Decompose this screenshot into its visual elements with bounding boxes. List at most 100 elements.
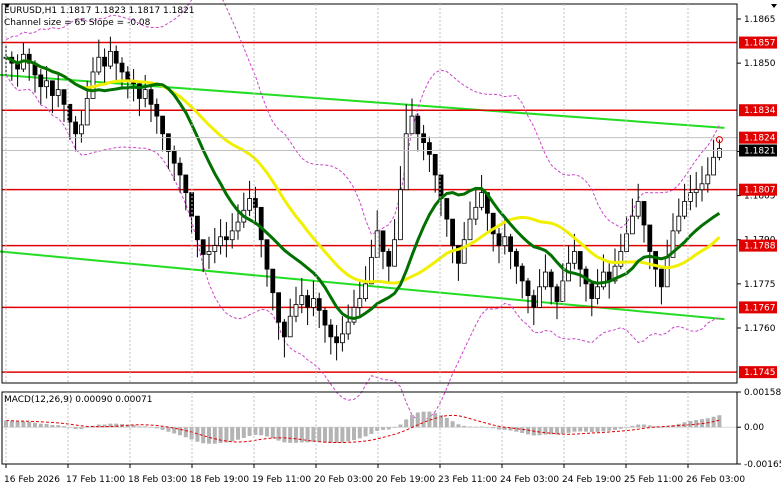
candle-body bbox=[403, 133, 409, 191]
macd-bar bbox=[462, 425, 467, 428]
candle-body bbox=[630, 215, 635, 235]
level-tag-label: 1.1807 bbox=[744, 186, 776, 196]
macd-bar bbox=[33, 422, 37, 428]
macd-bar bbox=[352, 427, 356, 441]
candle-body bbox=[218, 236, 224, 246]
x-tick-label: 18 Feb 03:00 bbox=[128, 475, 187, 485]
candle-body bbox=[96, 56, 102, 73]
macd-label: MACD(12,26,9) 0.00090 0.00071 bbox=[4, 395, 153, 405]
candle-body bbox=[461, 239, 467, 264]
candle-body bbox=[473, 206, 479, 220]
level-tag bbox=[739, 366, 777, 379]
macd-bar bbox=[444, 417, 449, 428]
candle-body bbox=[223, 236, 229, 241]
macd-bar bbox=[137, 426, 142, 428]
candle-body bbox=[61, 89, 67, 105]
candle-body bbox=[426, 142, 432, 155]
candle-body bbox=[664, 256, 670, 288]
candle-body bbox=[653, 251, 658, 270]
macd-bar bbox=[433, 412, 438, 428]
macd-bar bbox=[427, 411, 432, 428]
candle-body bbox=[194, 215, 200, 241]
macd-bar bbox=[265, 427, 269, 437]
candle-body bbox=[380, 230, 386, 252]
macd-bar bbox=[392, 427, 397, 428]
macd-bar bbox=[154, 427, 159, 429]
macd-bar bbox=[375, 427, 380, 432]
macd-bar bbox=[56, 425, 61, 428]
macd-bar bbox=[473, 426, 478, 428]
axes: 16 Feb 2026 17 Feb 11:00 18 Feb 03:00 18 Fe… bbox=[1, 3, 781, 485]
candle-body bbox=[119, 62, 125, 73]
macd-bar bbox=[282, 427, 287, 443]
candle-body bbox=[276, 292, 282, 323]
macd-bar bbox=[688, 420, 693, 428]
level-tag bbox=[739, 104, 777, 117]
macd-bar bbox=[497, 427, 501, 430]
macd-bar bbox=[160, 427, 165, 430]
level-tag bbox=[739, 239, 777, 252]
candle-body bbox=[386, 251, 392, 267]
macd-bar bbox=[311, 427, 316, 442]
macd-bar bbox=[212, 427, 217, 444]
price-tag bbox=[739, 131, 777, 144]
macd-bar bbox=[299, 427, 304, 443]
candle-body bbox=[618, 251, 624, 267]
candle-body bbox=[310, 298, 316, 308]
level-tag bbox=[739, 36, 777, 49]
candle-body bbox=[705, 174, 711, 185]
macd-bar bbox=[450, 421, 455, 428]
candle-body bbox=[635, 201, 641, 217]
macd-bar bbox=[647, 425, 652, 428]
candle-body bbox=[363, 283, 369, 299]
macd-bar bbox=[143, 426, 148, 428]
macd-bar bbox=[502, 427, 507, 430]
macd-bar bbox=[253, 427, 258, 435]
candle-body bbox=[305, 295, 311, 308]
main-panel bbox=[0, 0, 737, 421]
candle-body bbox=[444, 198, 450, 220]
x-tick-label: 17 Feb 11:00 bbox=[66, 475, 125, 485]
main-frame bbox=[1, 3, 738, 384]
level-tag-label: 1.1857 bbox=[744, 39, 776, 49]
macd-bar bbox=[613, 427, 617, 430]
candle-body bbox=[554, 286, 560, 302]
candle-body bbox=[519, 265, 525, 282]
candle-body bbox=[79, 124, 84, 135]
candle-body bbox=[136, 83, 142, 99]
y-tick-label: 1.1775 bbox=[744, 280, 776, 290]
macd-bar bbox=[305, 427, 310, 443]
candle-body bbox=[322, 309, 328, 326]
macd-bar bbox=[439, 415, 443, 428]
macd-bar bbox=[247, 427, 252, 436]
macd-y-tick-label: 0.00158 bbox=[744, 388, 781, 398]
macd-bar bbox=[270, 427, 275, 439]
macd-bar bbox=[421, 411, 426, 428]
macd-bar bbox=[369, 427, 374, 434]
channel-info-label: Channel size = 65 Slope = -0.08 bbox=[4, 18, 151, 28]
macd-bar bbox=[653, 426, 658, 428]
macd-y-tick-label: 0.00 bbox=[744, 423, 764, 433]
macd-bar bbox=[578, 427, 583, 432]
macd-bar bbox=[340, 427, 345, 443]
x-tick-label: 16 Feb 2026 bbox=[4, 475, 60, 485]
macd-bar bbox=[659, 427, 664, 428]
macd-bar bbox=[386, 427, 391, 430]
macd-bar bbox=[21, 421, 26, 428]
candle-body bbox=[73, 121, 78, 135]
macd-bar bbox=[398, 424, 403, 428]
x-tick-label: 20 Feb 03:00 bbox=[314, 475, 373, 485]
macd-bar bbox=[665, 426, 670, 428]
channel-line bbox=[0, 73, 725, 129]
macd-bar bbox=[572, 427, 577, 432]
macd-bar bbox=[491, 427, 496, 429]
candle-body bbox=[693, 189, 699, 194]
ma-fast-line bbox=[5, 55, 721, 321]
macd-bar bbox=[67, 427, 72, 428]
macd-bar bbox=[131, 425, 136, 428]
dropdown-arrow-icon bbox=[4, 4, 10, 8]
candle-body bbox=[676, 215, 682, 232]
y-tick-label: 1.1850 bbox=[744, 59, 776, 69]
macd-bar bbox=[589, 427, 594, 433]
